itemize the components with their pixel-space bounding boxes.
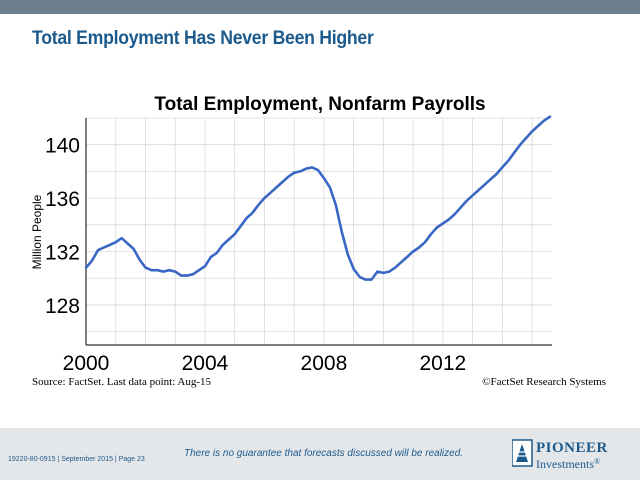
axes xyxy=(85,118,552,346)
logo-investments: Investments xyxy=(536,457,594,471)
x-tick-label: 2000 xyxy=(63,352,110,375)
x-tick-label: 2012 xyxy=(420,352,467,375)
disclaimer-text: There is no guarantee that forecasts dis… xyxy=(184,448,464,459)
copyright-note: ©FactSet Research Systems xyxy=(482,376,606,388)
footer-page: Page 23 xyxy=(118,456,145,463)
grid-lines xyxy=(86,117,552,345)
y-tick-label: 132 xyxy=(45,242,80,265)
y-tick-label: 128 xyxy=(45,295,80,318)
x-tick-label: 2004 xyxy=(182,352,229,375)
footer-date: September 2015 xyxy=(61,456,113,463)
series-layer xyxy=(84,115,552,281)
slide-title: Total Employment Has Never Been Higher xyxy=(32,28,374,49)
source-note: Source: FactSet. Last data point: Aug-15 xyxy=(32,376,212,388)
pioneer-logo-icon xyxy=(512,439,533,467)
logo-text-investments: Investments® xyxy=(536,457,600,472)
y-tick-label: 136 xyxy=(45,188,80,211)
series-line xyxy=(84,115,552,281)
y-tick-label: 140 xyxy=(45,135,80,158)
y-axis-label: Million People xyxy=(30,194,44,269)
footer-code: 19220-80-0915 xyxy=(8,456,56,463)
tick-labels: 128 132 136 140 2000 2004 2008 2012 xyxy=(45,135,466,375)
logo-text-pioneer: PIONEER xyxy=(536,440,608,456)
footer-reference: 19220-80-0915 | September 2015 | Page 23 xyxy=(8,456,145,463)
logo-registered-mark: ® xyxy=(594,457,601,466)
footer-bar xyxy=(0,428,640,480)
chart-title: Total Employment, Nonfarm Payrolls xyxy=(154,94,486,115)
top-banner xyxy=(0,0,640,14)
x-tick-label: 2008 xyxy=(301,352,348,375)
